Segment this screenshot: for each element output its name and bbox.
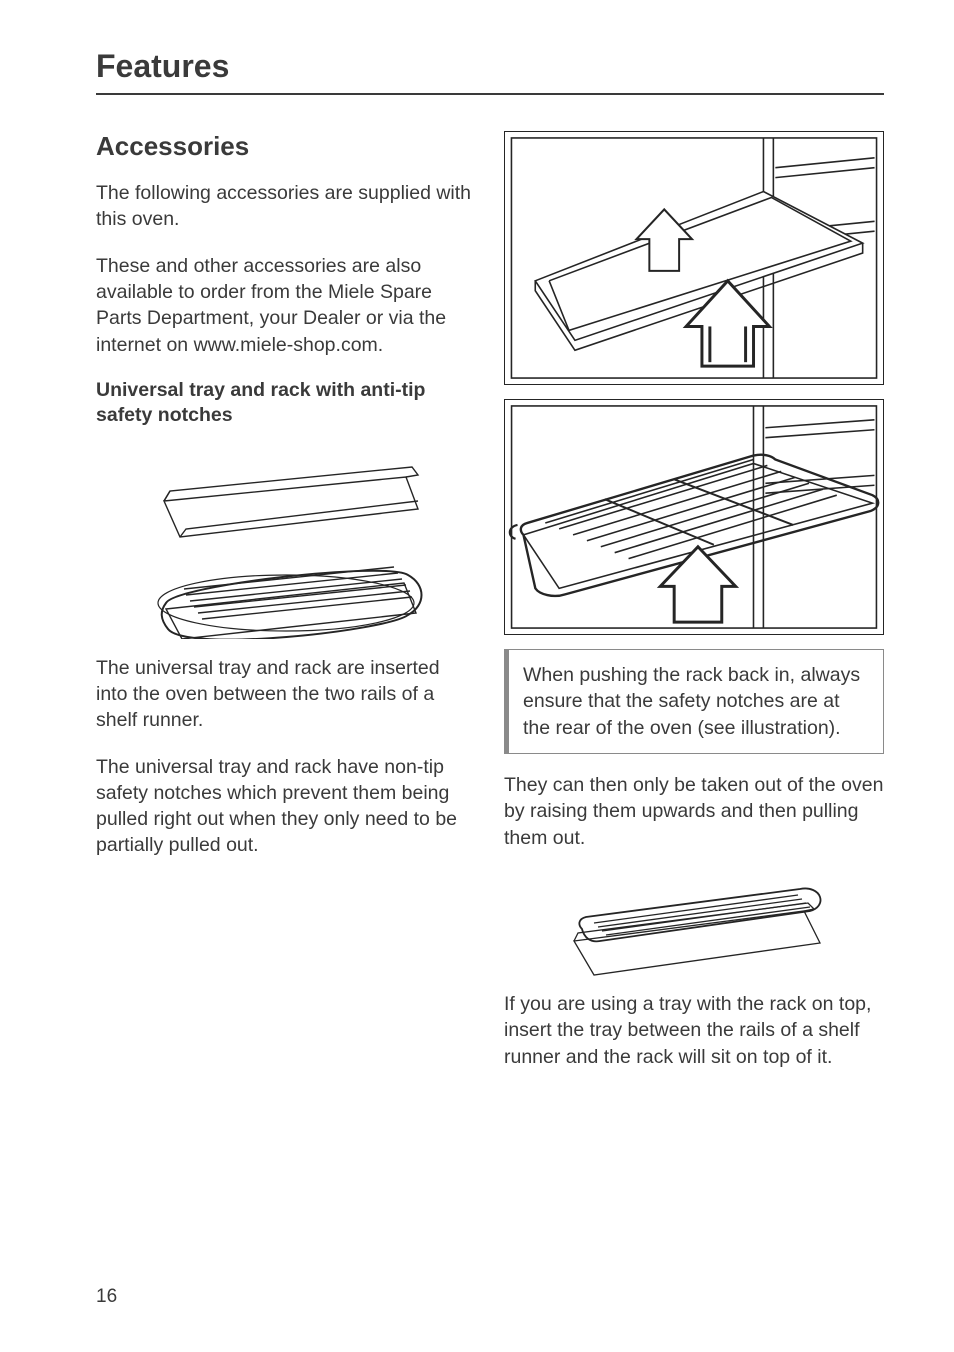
callout-safety-notches: When pushing the rack back in, always en… xyxy=(504,649,884,754)
chapter-title: Features xyxy=(96,48,884,95)
paragraph: The universal tray and rack are inserted… xyxy=(96,655,476,734)
section-heading-accessories: Accessories xyxy=(96,131,476,162)
subheading-universal-tray: Universal tray and rack with anti-tip sa… xyxy=(96,378,476,429)
figure-tray-and-rack xyxy=(136,445,436,639)
paragraph: These and other accessories are also ava… xyxy=(96,253,476,358)
figure-tray-in-oven xyxy=(504,131,884,385)
left-column: Accessories The following accessories ar… xyxy=(96,131,476,1090)
callout-text: When pushing the rack back in, always en… xyxy=(523,662,869,741)
paragraph: They can then only be taken out of the o… xyxy=(504,772,884,851)
figure-rack-in-oven xyxy=(504,399,884,635)
figure-tray-with-rack xyxy=(554,871,834,977)
two-column-layout: Accessories The following accessories ar… xyxy=(96,131,884,1090)
page-number: 16 xyxy=(96,1286,117,1308)
paragraph: If you are using a tray with the rack on… xyxy=(504,991,884,1070)
paragraph: The following accessories are supplied w… xyxy=(96,180,476,233)
paragraph: The universal tray and rack have non-tip… xyxy=(96,754,476,859)
right-column: When pushing the rack back in, always en… xyxy=(504,131,884,1090)
